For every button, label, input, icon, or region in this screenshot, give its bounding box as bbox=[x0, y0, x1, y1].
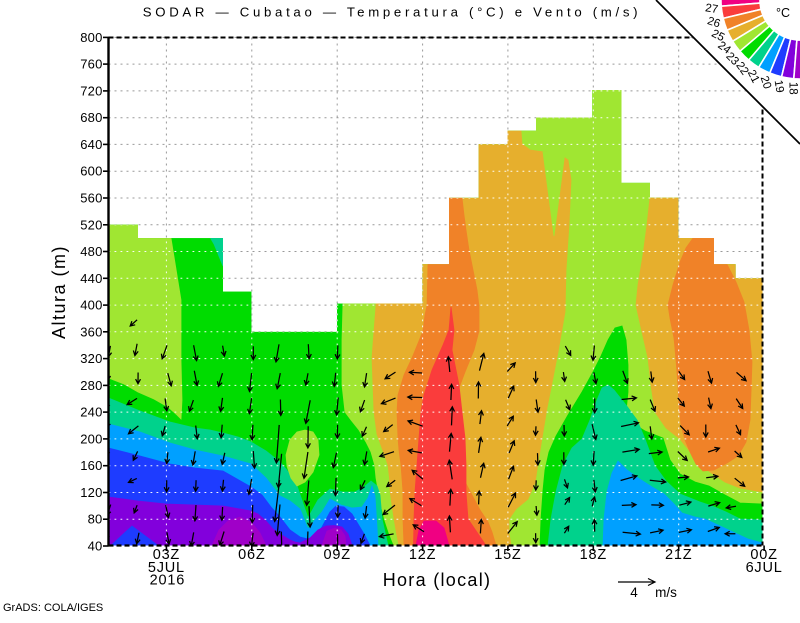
svg-text:600: 600 bbox=[80, 164, 102, 179]
svg-text:06Z: 06Z bbox=[238, 547, 265, 563]
svg-text:280: 280 bbox=[80, 378, 102, 393]
svg-text:SODAR — Cubatao — Temperat: SODAR — Cubatao — Temperatura (°C) e Ven… bbox=[143, 5, 642, 20]
svg-text:440: 440 bbox=[80, 271, 102, 286]
svg-text:12Z: 12Z bbox=[409, 547, 436, 563]
svg-text:2016: 2016 bbox=[150, 573, 185, 589]
svg-text:27: 27 bbox=[704, 2, 719, 16]
svg-text:800: 800 bbox=[80, 30, 102, 45]
svg-text:160: 160 bbox=[80, 458, 102, 473]
svg-text:720: 720 bbox=[80, 83, 102, 98]
svg-text:360: 360 bbox=[80, 324, 102, 339]
svg-text:09Z: 09Z bbox=[324, 547, 351, 563]
svg-text:Hora (local): Hora (local) bbox=[383, 570, 492, 590]
svg-text:GrADS: COLA/IGES: GrADS: COLA/IGES bbox=[3, 602, 103, 614]
svg-text:80: 80 bbox=[88, 512, 103, 527]
svg-text:m/s: m/s bbox=[655, 585, 677, 600]
svg-text:5JUL: 5JUL bbox=[148, 560, 185, 576]
svg-text:15Z: 15Z bbox=[494, 547, 521, 563]
svg-text:240: 240 bbox=[80, 405, 102, 420]
svg-text:03Z: 03Z bbox=[153, 547, 180, 563]
svg-text:760: 760 bbox=[80, 57, 102, 72]
svg-text:400: 400 bbox=[80, 298, 102, 313]
svg-text:18: 18 bbox=[786, 82, 798, 95]
svg-text:18Z: 18Z bbox=[580, 547, 607, 563]
svg-text:320: 320 bbox=[80, 351, 102, 366]
svg-text:21Z: 21Z bbox=[665, 547, 692, 563]
svg-text:Altura (m): Altura (m) bbox=[49, 245, 69, 339]
svg-text:6JUL: 6JUL bbox=[746, 560, 783, 576]
svg-text:19: 19 bbox=[772, 79, 786, 94]
svg-text:°C: °C bbox=[776, 6, 790, 20]
svg-text:4: 4 bbox=[630, 585, 638, 600]
svg-text:40: 40 bbox=[88, 539, 103, 554]
svg-text:20: 20 bbox=[758, 75, 773, 91]
svg-text:560: 560 bbox=[80, 191, 102, 206]
svg-text:00Z: 00Z bbox=[750, 547, 777, 563]
svg-text:21: 21 bbox=[745, 68, 762, 85]
svg-text:200: 200 bbox=[80, 431, 102, 446]
svg-text:680: 680 bbox=[80, 110, 102, 125]
svg-text:520: 520 bbox=[80, 217, 102, 232]
svg-text:480: 480 bbox=[80, 244, 102, 259]
svg-text:640: 640 bbox=[80, 137, 102, 152]
svg-text:120: 120 bbox=[80, 485, 102, 500]
svg-text:26: 26 bbox=[706, 15, 722, 30]
svg-text:25: 25 bbox=[709, 28, 726, 45]
